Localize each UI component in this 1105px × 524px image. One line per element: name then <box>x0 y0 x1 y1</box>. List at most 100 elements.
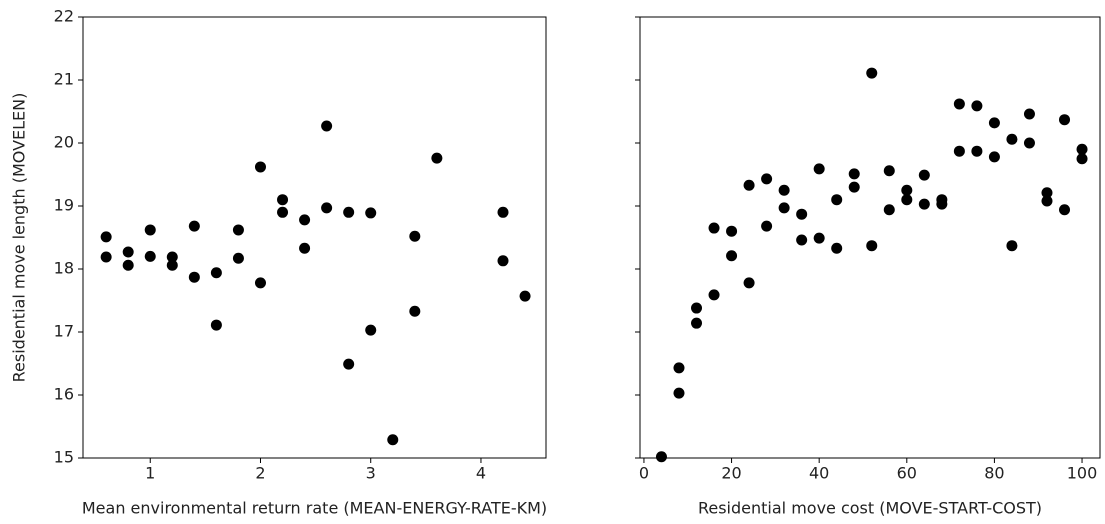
point <box>848 181 860 193</box>
x-tick-label: 40 <box>809 464 829 483</box>
x-tick-label: 1 <box>145 464 155 483</box>
x-tick-label: 3 <box>366 464 376 483</box>
point <box>144 250 156 262</box>
point <box>144 224 156 236</box>
y-tick-label: 16 <box>54 385 74 404</box>
point <box>299 242 311 254</box>
y-tick-label: 15 <box>54 448 74 467</box>
point <box>936 198 948 210</box>
point <box>166 251 178 263</box>
point <box>210 267 222 279</box>
point <box>519 290 531 302</box>
point <box>726 225 738 237</box>
point <box>813 163 825 175</box>
y-tick-label: 18 <box>54 259 74 278</box>
point <box>1041 187 1053 199</box>
point <box>813 232 825 244</box>
point <box>778 202 790 214</box>
y-tick-label: 22 <box>54 7 74 26</box>
point <box>901 184 913 196</box>
point <box>321 120 333 132</box>
point <box>971 100 983 112</box>
point <box>1006 240 1018 252</box>
point <box>100 251 112 263</box>
point <box>1059 204 1071 216</box>
x-tick-label: 4 <box>476 464 486 483</box>
point <box>1023 108 1035 120</box>
x-axis-label: Mean environmental return rate (MEAN-ENE… <box>82 499 547 518</box>
point <box>796 208 808 220</box>
point <box>431 152 443 164</box>
point <box>188 271 200 283</box>
point <box>1023 137 1035 149</box>
point <box>708 222 720 234</box>
point <box>918 198 930 210</box>
x-tick-label: 2 <box>255 464 265 483</box>
point <box>988 117 1000 129</box>
point <box>1076 143 1088 155</box>
point <box>277 206 289 218</box>
x-tick-label: 60 <box>897 464 917 483</box>
x-tick-label: 100 <box>1067 464 1098 483</box>
point <box>866 240 878 252</box>
point <box>254 277 266 289</box>
point <box>497 255 509 267</box>
point <box>831 242 843 254</box>
point <box>409 305 421 317</box>
y-tick-label: 20 <box>54 133 74 152</box>
x-tick-label: 0 <box>639 464 649 483</box>
point <box>883 204 895 216</box>
point <box>365 207 377 219</box>
point <box>901 194 913 206</box>
point <box>232 224 244 236</box>
point <box>673 387 685 399</box>
point <box>673 362 685 374</box>
point <box>1059 114 1071 126</box>
point <box>691 302 703 314</box>
point <box>883 165 895 177</box>
point <box>708 289 720 301</box>
axes-frame <box>82 16 547 459</box>
point <box>743 179 755 191</box>
point <box>321 202 333 214</box>
point <box>210 319 222 331</box>
point <box>1041 195 1053 207</box>
point <box>953 98 965 110</box>
point <box>1006 133 1018 145</box>
y-tick-label: 17 <box>54 322 74 341</box>
point <box>726 250 738 262</box>
point <box>122 259 134 271</box>
point <box>655 451 667 463</box>
y-tick-label: 21 <box>54 70 74 89</box>
point <box>691 317 703 329</box>
point <box>866 67 878 79</box>
point <box>1076 153 1088 165</box>
point <box>277 194 289 206</box>
point <box>409 230 421 242</box>
y-axis-label: Residential move length (MOVELEN) <box>10 93 29 383</box>
point <box>796 234 808 246</box>
point <box>254 161 266 173</box>
axes-frame <box>639 16 1101 459</box>
y-tick-label: 19 <box>54 196 74 215</box>
point <box>343 358 355 370</box>
x-tick-label: 20 <box>721 464 741 483</box>
point <box>497 206 509 218</box>
point <box>232 252 244 264</box>
x-axis-label: Residential move cost (MOVE-START-COST) <box>698 499 1042 518</box>
point <box>971 145 983 157</box>
point <box>188 220 200 232</box>
x-tick-label: 80 <box>984 464 1004 483</box>
point <box>100 231 112 243</box>
point <box>166 259 178 271</box>
point <box>299 214 311 226</box>
point <box>953 145 965 157</box>
point <box>761 173 773 185</box>
point <box>387 434 399 446</box>
point <box>918 169 930 181</box>
point <box>831 194 843 206</box>
point <box>988 151 1000 163</box>
point <box>122 246 134 258</box>
point <box>743 277 755 289</box>
